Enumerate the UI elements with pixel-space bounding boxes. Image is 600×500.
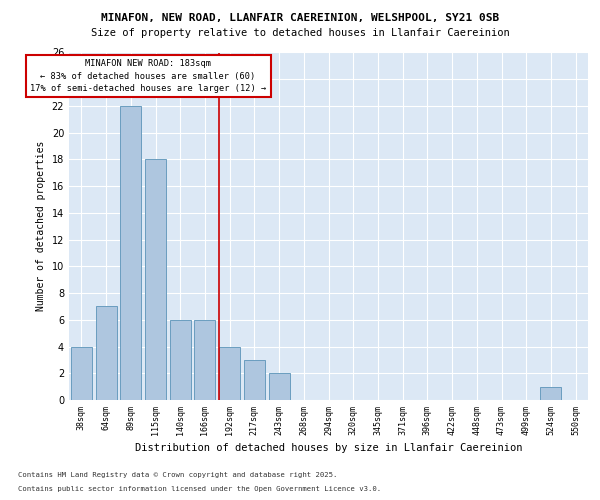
Bar (120, 106, 141, 400)
Text: MINAFON NEW ROAD: 183sqm
← 83% of detached houses are smaller (60)
17% of semi-d: MINAFON NEW ROAD: 183sqm ← 83% of detach… (30, 59, 266, 93)
Bar (219, 346, 240, 400)
Text: Size of property relative to detached houses in Llanfair Caereinion: Size of property relative to detached ho… (91, 28, 509, 38)
Bar (145, 160, 166, 400)
Text: MINAFON, NEW ROAD, LLANFAIR CAEREINION, WELSHPOOL, SY21 0SB: MINAFON, NEW ROAD, LLANFAIR CAEREINION, … (101, 12, 499, 22)
Bar (541, 386, 562, 400)
Bar (71, 346, 92, 400)
Bar (194, 320, 215, 400)
Bar (170, 320, 191, 400)
Bar (95, 306, 116, 400)
Text: Contains public sector information licensed under the Open Government Licence v3: Contains public sector information licen… (18, 486, 381, 492)
Bar (269, 374, 290, 400)
Bar (244, 360, 265, 400)
Text: Contains HM Land Registry data © Crown copyright and database right 2025.: Contains HM Land Registry data © Crown c… (18, 472, 337, 478)
Y-axis label: Number of detached properties: Number of detached properties (36, 141, 46, 312)
X-axis label: Distribution of detached houses by size in Llanfair Caereinion: Distribution of detached houses by size … (135, 443, 522, 453)
